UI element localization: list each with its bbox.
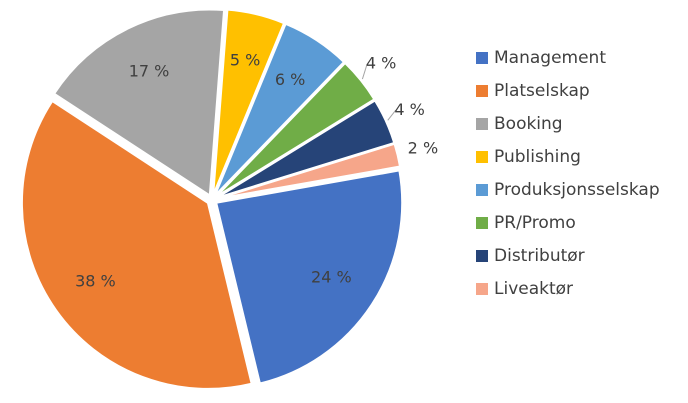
legend-swatch [476,151,488,163]
data-label: 6 % [275,70,305,89]
legend-swatch [476,184,488,196]
legend-label: Produksjonsselskap [494,180,660,200]
pie-slice [212,8,286,196]
data-label: 2 % [408,138,438,157]
legend-swatch [476,217,488,229]
legend-label: Management [494,48,606,68]
legend-swatch [476,118,488,130]
legend-label: Liveaktør [494,279,573,299]
data-label: 5 % [230,51,260,70]
legend-label: PR/Promo [494,213,576,233]
leader-line [387,110,397,121]
data-label: 4 % [366,54,396,73]
data-label: 24 % [311,268,352,287]
data-label: 17 % [129,62,170,81]
data-label: 4 % [394,100,424,119]
legend-label: Distributør [494,246,585,266]
legend-label: Publishing [494,147,581,167]
legend-swatch [476,283,488,295]
legend-swatch [476,250,488,262]
pie-slice [52,8,226,198]
pie-slice [214,169,404,385]
legend-label: Booking [494,114,563,134]
data-label: 38 % [75,272,116,291]
legend-swatch [476,85,488,97]
pie-slice [215,61,376,198]
legend-label: Platselskap [494,81,590,101]
legend-swatch [476,52,488,64]
pie-slice [20,99,253,390]
pie-slice [216,142,402,200]
leader-line [361,63,368,80]
pie-slice [213,22,346,197]
